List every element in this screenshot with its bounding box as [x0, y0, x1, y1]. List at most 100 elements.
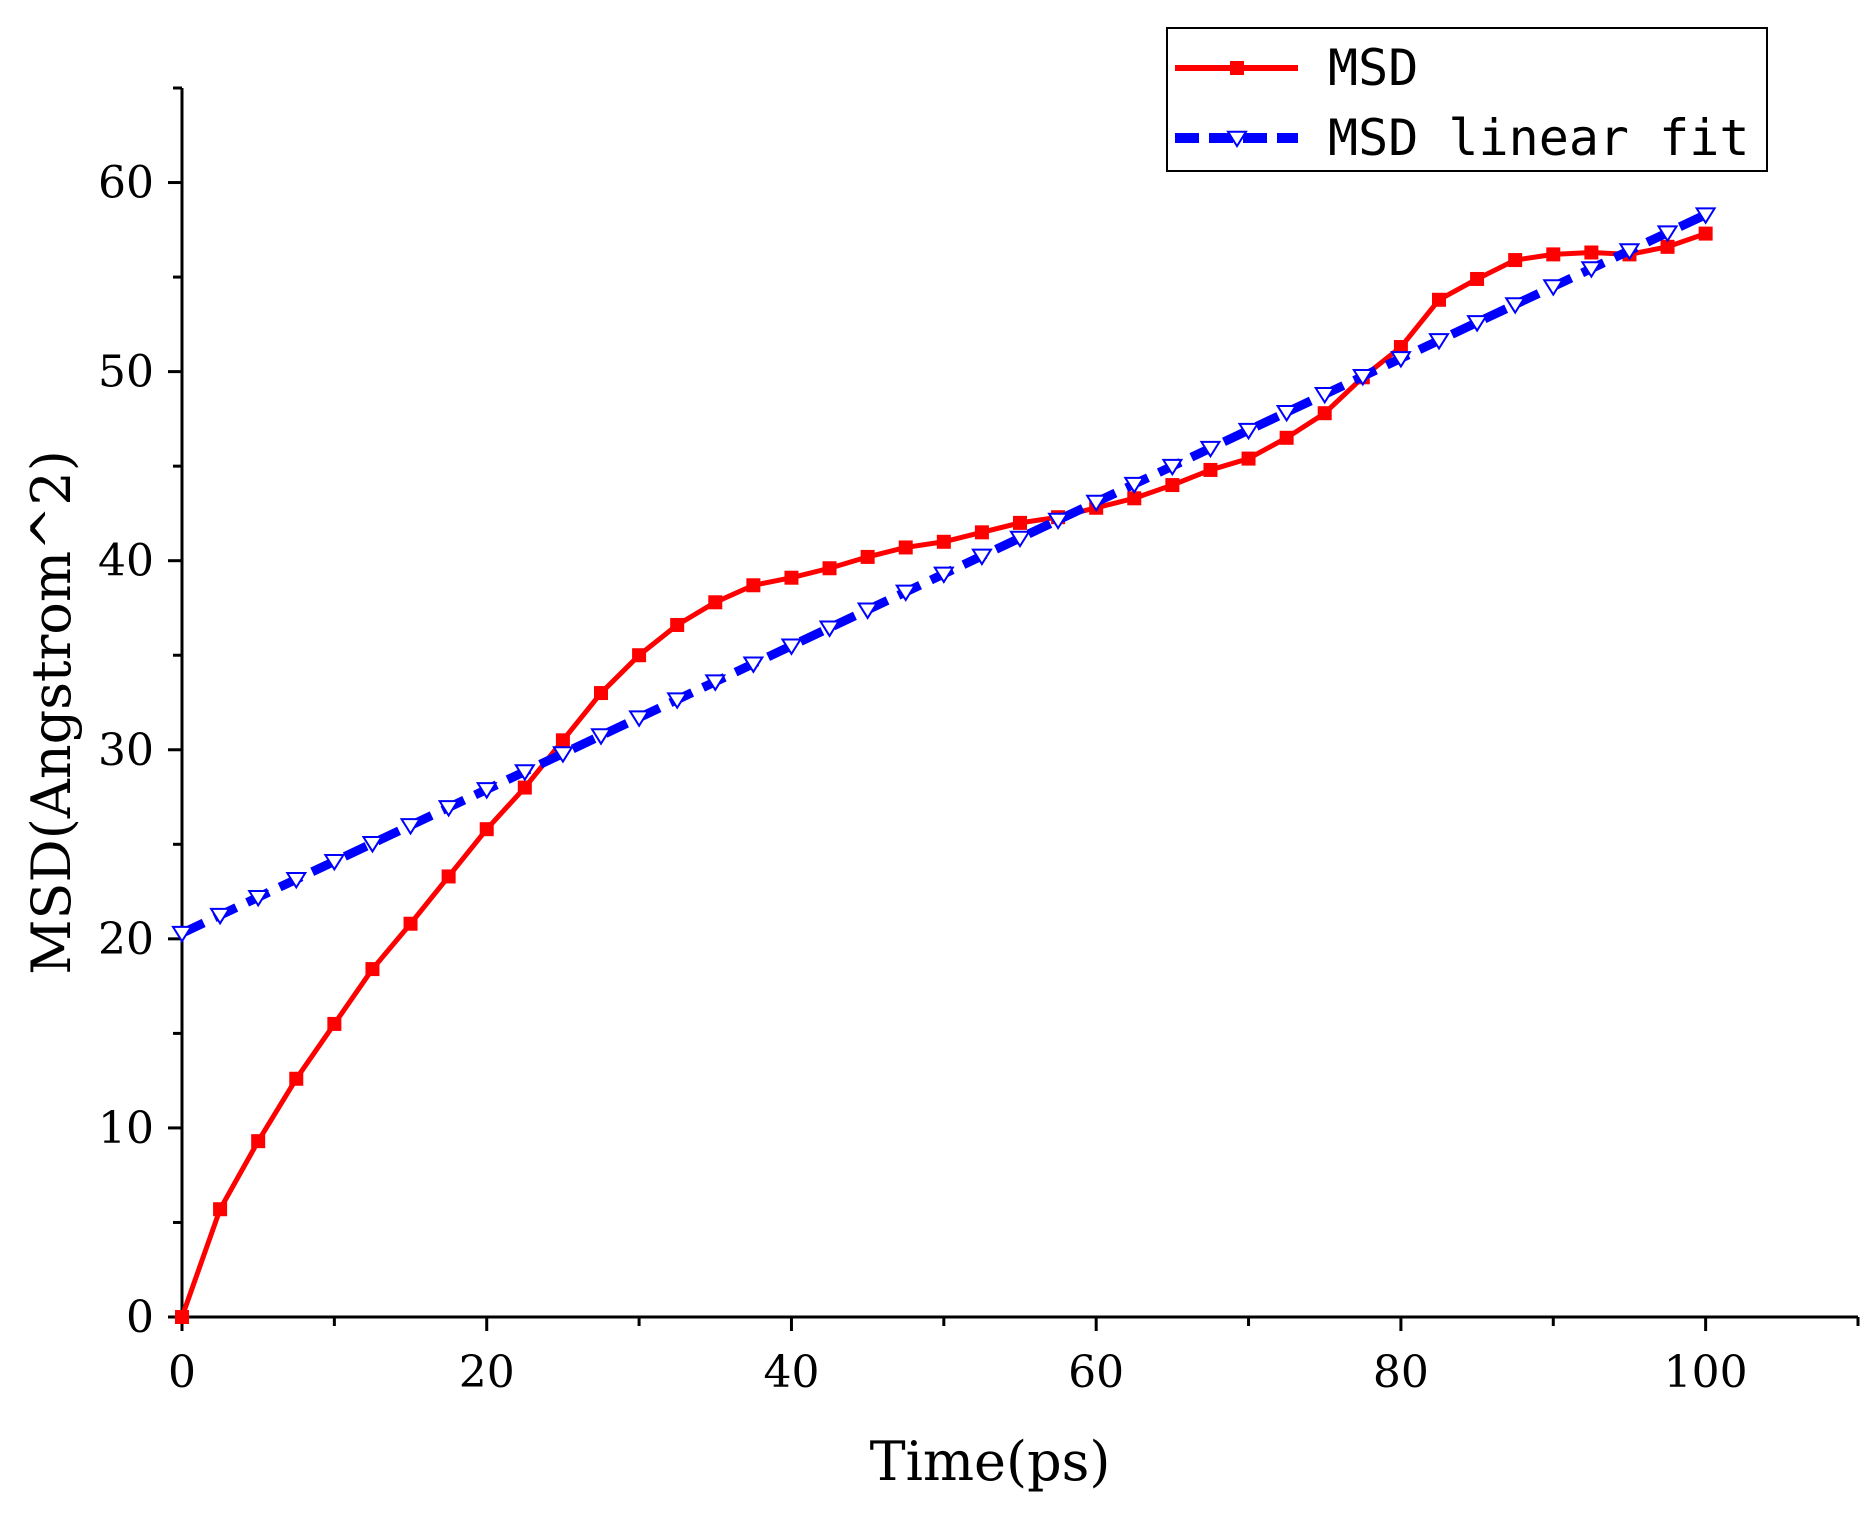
data-point: [1584, 245, 1599, 260]
data-point: [1317, 406, 1332, 421]
data-point: [780, 638, 803, 656]
data-point: [1390, 351, 1412, 369]
data-point: [628, 710, 650, 728]
data-point: [475, 782, 498, 800]
y-tick-label: 20: [98, 914, 154, 965]
data-point: [171, 925, 193, 944]
data-point: [742, 656, 765, 674]
data-point: [1504, 297, 1526, 315]
x-tick-label: 60: [1068, 1347, 1124, 1398]
axis-ticks: 0 20 40 60 80 100 0 10 20 30 40 50 60: [98, 86, 1860, 1398]
data-point: [971, 548, 993, 566]
data-point: [860, 549, 875, 564]
legend-item: MSD: [1175, 39, 1418, 97]
data-point: [1546, 247, 1561, 262]
data-point: [1123, 476, 1146, 495]
data-point: [285, 871, 308, 890]
data-point: [784, 570, 799, 585]
data-point: [1241, 451, 1256, 466]
legend-marker: [1230, 61, 1244, 75]
legend-box: [1166, 27, 1768, 172]
data-point: [894, 584, 917, 602]
data-point: [323, 854, 346, 872]
series-msd-linear-fit: [171, 207, 1717, 944]
data-point: [666, 692, 688, 710]
data-point: [1466, 315, 1488, 333]
data-point: [856, 602, 879, 620]
data-point: [213, 1202, 228, 1217]
y-tick-label: 0: [126, 1292, 154, 1343]
x-tick-label: 20: [459, 1347, 515, 1398]
data-point: [746, 578, 761, 593]
legend-marker: [1226, 130, 1248, 148]
data-point: [361, 836, 384, 854]
legend-label: MSD: [1328, 39, 1418, 97]
data-point: [1660, 239, 1675, 254]
y-tick-label: 40: [98, 536, 154, 587]
data-point: [1127, 491, 1142, 506]
axes: [180, 88, 1858, 1319]
x-tick-label: 80: [1373, 1347, 1429, 1398]
data-point: [670, 617, 685, 632]
data-point: [1432, 292, 1446, 307]
y-tick-label: 60: [98, 158, 154, 209]
x-tick-label: 40: [763, 1347, 819, 1398]
data-point: [399, 818, 422, 836]
data-point: [251, 1134, 266, 1149]
data-point: [209, 907, 231, 926]
data-point: [594, 686, 608, 701]
data-point: [1508, 253, 1523, 268]
data-point: [1542, 279, 1565, 297]
legend: MSD MSD linear fit: [1166, 27, 1768, 172]
y-axis-title: MSD(Angstrom^2): [20, 450, 83, 975]
data-point: [704, 674, 727, 692]
data-point: [1470, 271, 1485, 286]
data-point: [632, 648, 647, 663]
x-tick-label: 100: [1664, 1347, 1748, 1398]
data-point: [403, 916, 418, 931]
data-point: [1580, 261, 1603, 279]
data-point: [818, 620, 841, 638]
data-point: [1656, 225, 1679, 243]
data-point: [1428, 333, 1450, 351]
data-point: [708, 595, 723, 610]
legend-item: MSD linear fit: [1175, 109, 1749, 167]
data-point: [1279, 430, 1294, 445]
data-point: [1199, 440, 1222, 459]
y-tick-label: 50: [98, 347, 154, 398]
data-point: [437, 800, 460, 818]
data-point: [1694, 207, 1717, 225]
data-point: [1161, 458, 1184, 477]
data-point: [1085, 494, 1107, 513]
data-point: [1393, 340, 1408, 355]
data-point: [936, 534, 951, 549]
data-point: [1203, 462, 1218, 477]
y-tick-label: 10: [98, 1103, 154, 1154]
data-point: [365, 962, 380, 977]
data-point: [898, 540, 913, 555]
data-point: [517, 780, 532, 795]
legend-items: MSD MSD linear fit: [1175, 39, 1749, 167]
data-point: [1165, 478, 1180, 493]
data-point: [1618, 243, 1641, 261]
data-series: [171, 207, 1717, 1324]
data-point: [1698, 226, 1713, 241]
data-point: [1237, 422, 1260, 441]
data-point: [822, 561, 837, 576]
data-point: [1275, 404, 1298, 423]
data-point: [479, 822, 494, 837]
data-point: [247, 889, 269, 908]
data-point: [933, 566, 955, 584]
x-axis-title: Time(ps): [870, 1430, 1111, 1493]
data-point: [1047, 512, 1069, 531]
data-point: [175, 1310, 189, 1324]
data-point: [590, 728, 612, 746]
data-point: [441, 869, 456, 884]
data-point: [327, 1016, 342, 1031]
series-msd: [175, 226, 1713, 1324]
y-tick-label: 30: [98, 725, 154, 776]
data-point: [1352, 369, 1374, 387]
